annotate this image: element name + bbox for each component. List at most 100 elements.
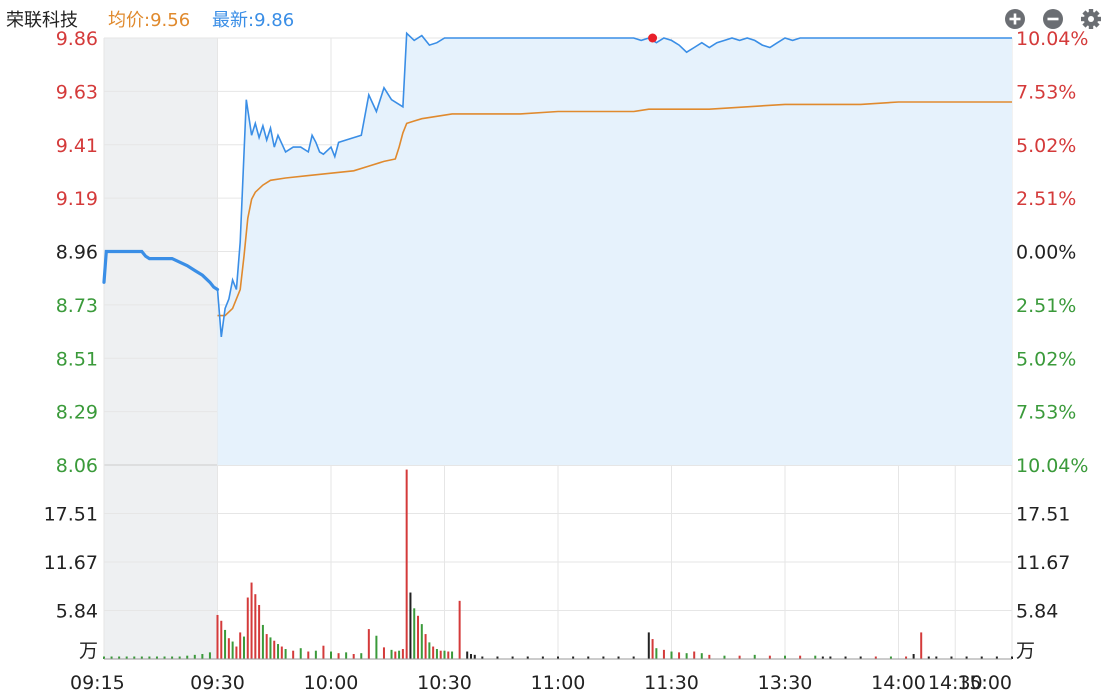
volume-bar xyxy=(273,640,276,659)
volume-bar xyxy=(216,614,219,659)
volume-bar xyxy=(424,634,427,659)
time-tick-label: 09:15 xyxy=(70,672,125,694)
time-tick-label: 11:30 xyxy=(644,672,699,694)
volume-bar xyxy=(242,636,245,659)
volume-bar xyxy=(995,656,998,659)
volume-bar xyxy=(258,604,261,659)
volume-bar xyxy=(133,656,136,659)
volume-bar xyxy=(382,647,385,659)
volume-bar xyxy=(587,656,590,659)
volume-bar xyxy=(753,654,756,659)
high-price-marker xyxy=(648,33,658,43)
volume-bar xyxy=(163,656,166,659)
chart-header: 荣联科技 均价:9.56 最新:9.86 xyxy=(0,0,1110,38)
volume-bar xyxy=(466,651,469,659)
time-tick-label: 13:30 xyxy=(758,672,813,694)
volume-bar xyxy=(617,656,620,659)
volume-bar xyxy=(511,656,514,659)
percent-tick-label: 2.51% xyxy=(1016,188,1076,210)
price-tick-label: 8.29 xyxy=(56,402,98,424)
volume-bar xyxy=(557,656,559,659)
price-tick-label: 9.86 xyxy=(56,28,98,50)
volume-bar xyxy=(920,632,923,659)
percent-tick-label: 10.04% xyxy=(1016,28,1088,50)
volume-bar xyxy=(651,639,654,659)
volume-bar xyxy=(227,638,230,659)
volume-bar xyxy=(292,650,295,659)
volume-bar xyxy=(261,624,264,659)
volume-bar xyxy=(541,656,544,659)
volume-bar xyxy=(723,655,726,659)
volume-bar xyxy=(280,646,283,659)
volume-bar xyxy=(738,655,741,659)
volume-tick-label: 5.84 xyxy=(56,600,98,622)
volume-unit-label-right: 万 xyxy=(1016,640,1035,662)
volume-tick-label-right: 17.51 xyxy=(1016,504,1070,526)
volume-bar xyxy=(390,649,393,659)
auction-price-line xyxy=(102,249,220,292)
volume-bar xyxy=(337,653,340,659)
volume-bar xyxy=(246,597,249,659)
volume-bar xyxy=(409,592,412,659)
volume-bar xyxy=(469,654,472,659)
stock-name: 荣联科技 xyxy=(6,10,78,31)
volume-tick-label: 11.67 xyxy=(44,552,98,574)
volume-bar xyxy=(685,653,688,659)
volume-bar xyxy=(401,649,404,659)
time-tick-label: 14:30 xyxy=(928,672,983,694)
volume-bar xyxy=(451,651,454,659)
volume-bar xyxy=(250,582,253,659)
zoom-in-icon[interactable] xyxy=(1004,8,1026,30)
time-tick-label: 09:30 xyxy=(190,672,245,694)
volume-bar xyxy=(398,650,401,659)
volume-bar xyxy=(265,634,268,659)
volume-bar xyxy=(235,646,238,659)
volume-bar xyxy=(155,656,158,659)
preopen-shade xyxy=(104,38,218,659)
volume-bar xyxy=(859,656,862,659)
volume-bar xyxy=(632,656,635,659)
volume-bar xyxy=(708,654,711,659)
volume-bar xyxy=(768,655,771,659)
volume-bar xyxy=(905,656,908,659)
time-tick-label: 10:00 xyxy=(304,672,359,694)
price-line xyxy=(103,31,1012,338)
volume-tick-label-right: 5.84 xyxy=(1016,600,1058,622)
volume-bar xyxy=(458,600,461,659)
volume-bar xyxy=(239,632,242,659)
volume-bar xyxy=(927,656,930,659)
volume-bar xyxy=(231,641,234,659)
time-tick-label: 15:00 xyxy=(957,672,1012,694)
percent-tick-label: 2.51% xyxy=(1016,295,1076,317)
volume-bar xyxy=(103,656,105,659)
average-price-line xyxy=(217,101,1012,317)
percent-tick-label: 7.53% xyxy=(1016,402,1076,424)
zoom-out-icon[interactable] xyxy=(1042,8,1064,30)
volume-bar xyxy=(254,594,257,659)
volume-bar xyxy=(148,656,151,659)
volume-bar xyxy=(193,654,196,659)
volume-bar xyxy=(394,651,397,659)
price-tick-label: 9.19 xyxy=(56,188,98,210)
percent-tick-label: 5.02% xyxy=(1016,135,1076,157)
volume-bar xyxy=(330,651,332,659)
volume-bar xyxy=(526,656,529,659)
volume-bar xyxy=(678,652,681,659)
settings-gear-icon[interactable] xyxy=(1080,8,1102,30)
price-area-fill xyxy=(217,33,1012,466)
volume-bar xyxy=(496,656,499,659)
time-tick-label: 14:00 xyxy=(871,672,926,694)
volume-bar xyxy=(965,656,968,659)
volume-bar xyxy=(171,656,174,659)
volume-bar xyxy=(980,656,983,659)
volume-tick-label-right: 11.67 xyxy=(1016,552,1070,574)
volume-bar xyxy=(352,654,355,659)
volume-bar xyxy=(784,655,786,659)
time-tick-label: 10:30 xyxy=(417,672,472,694)
volume-bar xyxy=(417,615,420,659)
volume-bar xyxy=(443,650,446,659)
volume-bar xyxy=(125,656,128,659)
volume-bar xyxy=(572,656,575,659)
volume-bar xyxy=(700,653,703,659)
volume-bar xyxy=(224,629,227,659)
